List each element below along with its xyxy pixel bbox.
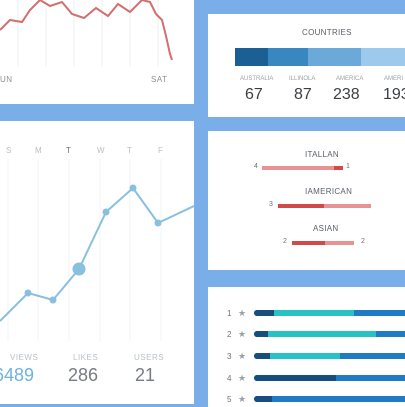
cuisine-name: ITALLAN bbox=[305, 150, 339, 159]
data-point[interactable] bbox=[129, 184, 137, 192]
countries-panel: COUNTRIES AUSTRALIA ILLINOLA AMERICA AME… bbox=[208, 14, 405, 117]
cuisine-bar-left bbox=[262, 166, 334, 170]
cuisine-bar-right bbox=[324, 204, 371, 208]
rating-number: 1 bbox=[227, 309, 232, 318]
country-label: ILLINOLA bbox=[289, 76, 316, 82]
cuisine-left-value: 4 bbox=[254, 163, 258, 170]
ratings-panel: 1 ★ 2 ★ 3 ★ 4 ★ 5 ★ bbox=[208, 287, 405, 407]
cuisine-bar-left bbox=[292, 241, 325, 245]
star-icon: ★ bbox=[238, 308, 247, 318]
rating-number: 3 bbox=[227, 352, 232, 361]
rating-bar[interactable] bbox=[254, 396, 405, 402]
day-label: W bbox=[97, 146, 105, 155]
country-segment[interactable] bbox=[308, 48, 361, 66]
country-value: 238 bbox=[333, 86, 360, 103]
countries-title: COUNTRIES bbox=[302, 28, 352, 37]
day-label: M bbox=[35, 146, 42, 155]
red-line-chart bbox=[0, 0, 173, 66]
likes-value: 286 bbox=[68, 365, 99, 385]
cuisine-bar-right bbox=[334, 166, 343, 170]
weekly-line-chart bbox=[0, 159, 194, 341]
users-label: USERS bbox=[134, 353, 165, 362]
data-point[interactable] bbox=[154, 219, 162, 227]
day-label-selected: T bbox=[66, 146, 71, 155]
country-label: AMERICA bbox=[336, 76, 364, 82]
cuisine-bar-left bbox=[278, 204, 324, 208]
country-value: 87 bbox=[294, 86, 312, 103]
day-label: T bbox=[127, 146, 132, 155]
cuisine-comparison-panel: ITALLAN 4 1 IAMERICAN 3 ASIAN 2 2 bbox=[208, 131, 405, 270]
star-icon: ★ bbox=[238, 373, 247, 383]
country-segment[interactable] bbox=[235, 48, 268, 66]
weekly-stats-panel: S M T W T F VIEWS LIKES USERS 6489 286 2… bbox=[0, 121, 194, 404]
rating-number: 4 bbox=[227, 374, 232, 383]
cuisine-name: IAMERICAN bbox=[305, 187, 353, 196]
star-icon: ★ bbox=[238, 351, 247, 361]
red-series-line bbox=[0, 0, 173, 61]
data-point[interactable] bbox=[102, 208, 110, 216]
cuisine-left-value: 3 bbox=[269, 201, 273, 208]
views-label: VIEWS bbox=[10, 353, 39, 362]
rating-bar[interactable] bbox=[254, 331, 405, 337]
rating-number: 5 bbox=[227, 395, 232, 404]
cuisine-name: ASIAN bbox=[313, 224, 339, 233]
day-label: S bbox=[6, 146, 12, 155]
cuisine-left-value: 2 bbox=[283, 238, 287, 245]
users-value: 21 bbox=[135, 365, 156, 385]
weekly-series-line bbox=[0, 186, 194, 322]
country-value: 193 bbox=[383, 86, 405, 103]
rating-number: 2 bbox=[227, 330, 232, 339]
x-tick-label-start: UN bbox=[0, 75, 13, 84]
rating-bar[interactable] bbox=[254, 353, 405, 359]
data-point[interactable] bbox=[49, 296, 57, 304]
views-value: 6489 bbox=[0, 365, 35, 385]
x-tick-label-sat: SAT bbox=[151, 75, 168, 84]
cuisine-right-value: 1 bbox=[346, 163, 350, 170]
star-icon: ★ bbox=[238, 394, 247, 404]
rating-bar[interactable] bbox=[254, 310, 405, 316]
cuisine-bar-right bbox=[325, 241, 354, 245]
data-point-selected[interactable] bbox=[72, 262, 86, 276]
data-point[interactable] bbox=[24, 289, 32, 297]
country-value: 67 bbox=[245, 86, 263, 103]
country-segment[interactable] bbox=[361, 48, 405, 66]
likes-label: LIKES bbox=[73, 353, 99, 362]
country-segment[interactable] bbox=[268, 48, 308, 66]
top-line-chart-panel: UN SAT bbox=[0, 0, 194, 104]
cuisine-right-value: 2 bbox=[361, 238, 365, 245]
country-label: AUSTRALIA bbox=[240, 76, 274, 82]
country-label: AMERI bbox=[384, 76, 404, 82]
rating-bar[interactable] bbox=[254, 375, 405, 381]
star-icon: ★ bbox=[238, 329, 247, 339]
day-label: F bbox=[158, 146, 163, 155]
